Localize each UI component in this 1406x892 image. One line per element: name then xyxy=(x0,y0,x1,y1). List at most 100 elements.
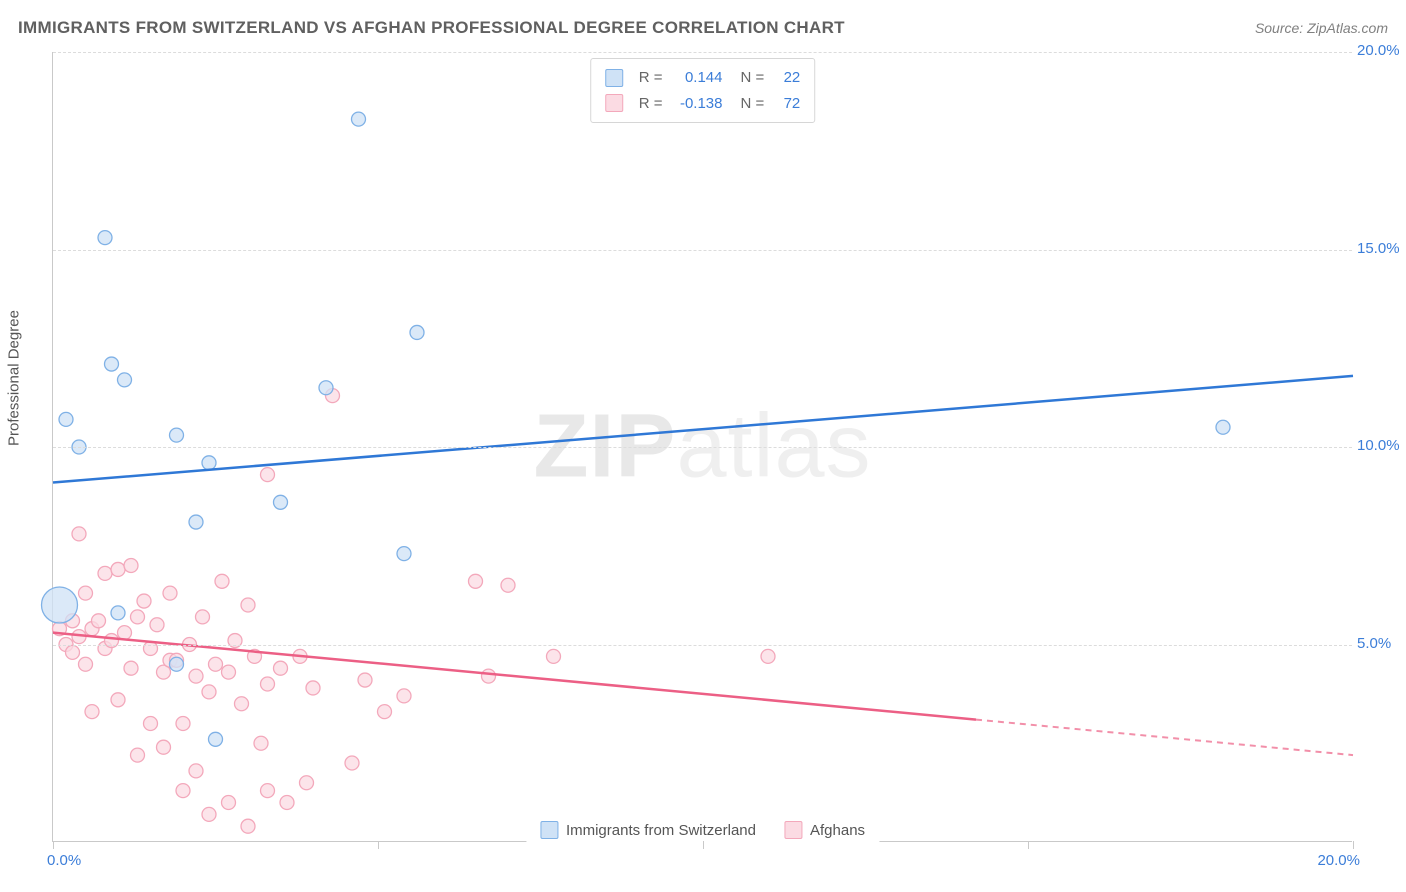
r-value-swiss: 0.144 xyxy=(671,65,723,91)
data-point-afghan xyxy=(111,693,125,707)
x-tick-label: 0.0% xyxy=(47,852,81,869)
data-point-afghan xyxy=(202,807,216,821)
x-tick xyxy=(1353,841,1354,849)
data-point-afghan xyxy=(241,819,255,833)
data-point-swiss xyxy=(202,456,216,470)
data-point-swiss xyxy=(118,373,132,387)
data-point-afghan xyxy=(189,764,203,778)
data-point-swiss xyxy=(352,112,366,126)
data-point-afghan xyxy=(111,562,125,576)
legend-label-afghan: Afghans xyxy=(810,822,865,839)
data-point-afghan xyxy=(157,740,171,754)
legend-item-afghan: Afghans xyxy=(784,821,865,839)
y-tick-label: 15.0% xyxy=(1357,240,1406,257)
data-point-afghan xyxy=(222,665,236,679)
data-point-swiss xyxy=(209,732,223,746)
data-point-afghan xyxy=(254,736,268,750)
correlation-legend: R = 0.144 N = 22 R = -0.138 N = 72 xyxy=(590,58,816,123)
data-point-afghan xyxy=(469,574,483,588)
data-point-afghan xyxy=(345,756,359,770)
data-point-afghan xyxy=(137,594,151,608)
data-point-afghan xyxy=(150,618,164,632)
n-value-afghan: 72 xyxy=(772,91,800,117)
data-point-afghan xyxy=(378,705,392,719)
data-point-afghan xyxy=(176,784,190,798)
data-point-afghan xyxy=(300,776,314,790)
data-point-swiss xyxy=(274,495,288,509)
data-point-afghan xyxy=(261,468,275,482)
data-point-afghan xyxy=(215,574,229,588)
data-point-afghan xyxy=(85,705,99,719)
data-point-afghan xyxy=(131,610,145,624)
data-point-afghan xyxy=(274,661,288,675)
swatch-swiss xyxy=(540,821,558,839)
data-point-swiss xyxy=(319,381,333,395)
y-tick-label: 20.0% xyxy=(1357,42,1406,59)
data-point-afghan xyxy=(482,669,496,683)
data-point-afghan xyxy=(176,717,190,731)
series-legend: Immigrants from Switzerland Afghans xyxy=(526,817,879,843)
data-point-swiss xyxy=(170,428,184,442)
data-point-afghan xyxy=(66,645,80,659)
data-point-afghan xyxy=(189,669,203,683)
n-value-swiss: 22 xyxy=(772,65,800,91)
data-point-swiss xyxy=(189,515,203,529)
swatch-afghan xyxy=(784,821,802,839)
chart-title: IMMIGRANTS FROM SWITZERLAND VS AFGHAN PR… xyxy=(18,18,845,38)
legend-label-swiss: Immigrants from Switzerland xyxy=(566,822,756,839)
data-point-swiss xyxy=(42,587,78,623)
x-tick xyxy=(378,841,379,849)
data-point-afghan xyxy=(280,796,294,810)
data-point-afghan xyxy=(306,681,320,695)
data-point-afghan xyxy=(92,614,106,628)
gridline-h xyxy=(53,447,1352,448)
data-point-swiss xyxy=(410,325,424,339)
data-point-afghan xyxy=(72,527,86,541)
trend-line-swiss xyxy=(53,376,1353,483)
data-point-afghan xyxy=(202,685,216,699)
data-point-swiss xyxy=(111,606,125,620)
data-point-afghan xyxy=(761,649,775,663)
data-point-swiss xyxy=(59,412,73,426)
x-tick xyxy=(1028,841,1029,849)
r-label: R = xyxy=(639,65,663,91)
correlation-row-afghan: R = -0.138 N = 72 xyxy=(605,91,801,117)
n-label: N = xyxy=(741,65,765,91)
data-point-afghan xyxy=(261,784,275,798)
data-point-afghan xyxy=(397,689,411,703)
data-point-afghan xyxy=(124,559,138,573)
data-point-swiss xyxy=(170,657,184,671)
data-point-afghan xyxy=(196,610,210,624)
gridline-h xyxy=(53,645,1352,646)
data-point-afghan xyxy=(209,657,223,671)
data-point-afghan xyxy=(131,748,145,762)
x-tick xyxy=(53,841,54,849)
data-point-afghan xyxy=(501,578,515,592)
y-axis-label: Professional Degree xyxy=(6,310,23,446)
source-label: Source: ZipAtlas.com xyxy=(1255,20,1388,36)
gridline-h xyxy=(53,250,1352,251)
r-label: R = xyxy=(639,91,663,117)
data-point-swiss xyxy=(105,357,119,371)
data-point-afghan xyxy=(79,657,93,671)
gridline-h xyxy=(53,52,1352,53)
swatch-afghan xyxy=(605,94,623,112)
data-point-swiss xyxy=(397,547,411,561)
x-tick-label: 20.0% xyxy=(1305,852,1360,869)
plot-area: ZIPatlas R =0.144N =22R =-0.138N =72 Imm… xyxy=(52,52,1352,842)
data-point-swiss xyxy=(1216,420,1230,434)
data-point-afghan xyxy=(358,673,372,687)
swatch-swiss xyxy=(605,69,623,87)
data-point-afghan xyxy=(235,697,249,711)
n-label: N = xyxy=(741,91,765,117)
y-tick-label: 10.0% xyxy=(1357,437,1406,454)
data-point-afghan xyxy=(118,626,132,640)
x-tick xyxy=(703,841,704,849)
data-point-swiss xyxy=(98,231,112,245)
data-point-afghan xyxy=(547,649,561,663)
data-point-afghan xyxy=(98,566,112,580)
data-point-afghan xyxy=(144,717,158,731)
r-value-afghan: -0.138 xyxy=(671,91,723,117)
trend-line-afghan-dashed xyxy=(976,720,1353,756)
y-tick-label: 5.0% xyxy=(1357,635,1406,652)
